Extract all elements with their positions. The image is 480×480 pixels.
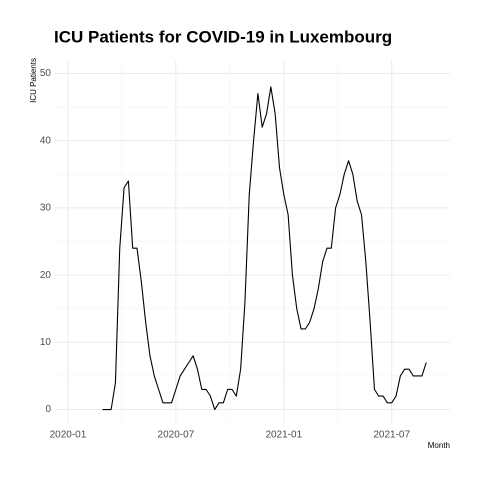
x-axis-label: Month — [428, 441, 450, 450]
chart-title: ICU Patients for COVID-19 in Luxembourg — [54, 27, 392, 46]
y-tick-label: 10 — [40, 337, 52, 348]
y-tick-label: 50 — [40, 68, 52, 79]
x-tick-label: 2021-07 — [373, 430, 410, 441]
x-tick-label: 2020-01 — [50, 430, 87, 441]
y-tick-label: 0 — [45, 404, 51, 415]
x-tick-label: 2021-01 — [265, 430, 302, 441]
y-tick-label: 40 — [40, 135, 52, 146]
y-axis-label: ICU Patients — [29, 58, 38, 103]
y-tick-label: 30 — [40, 203, 52, 214]
y-tick-label: 20 — [40, 270, 52, 281]
x-tick-label: 2020-07 — [158, 430, 195, 441]
data-line — [102, 86, 427, 411]
